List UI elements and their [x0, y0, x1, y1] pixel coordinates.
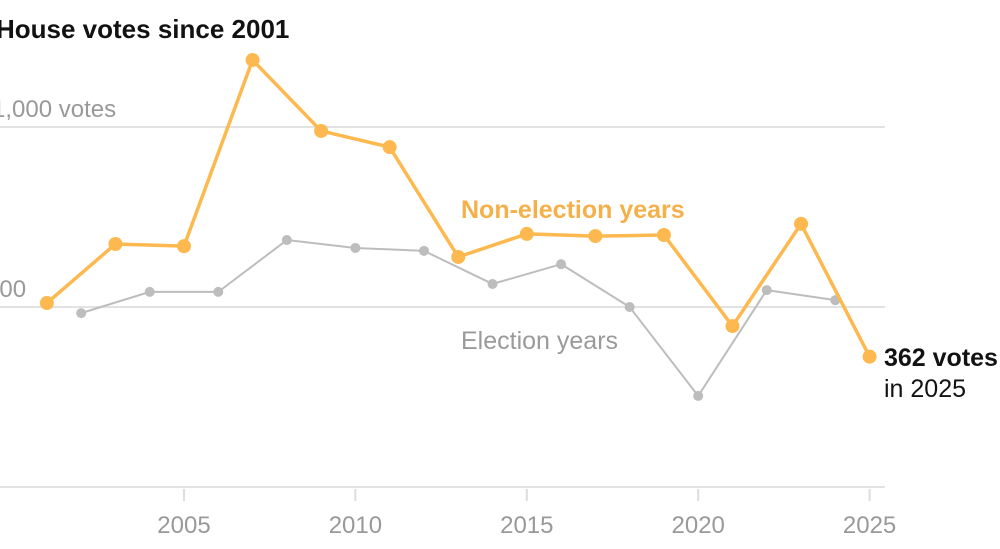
data-point	[761, 285, 772, 296]
x-tick-label: 2010	[329, 512, 382, 539]
data-point	[350, 242, 361, 253]
data-point	[519, 226, 534, 241]
data-point	[862, 349, 877, 364]
data-point	[144, 286, 155, 297]
data-point	[418, 245, 429, 256]
annotation-value: 362 votes	[884, 344, 998, 372]
annotation-year: in 2025	[884, 375, 966, 403]
x-tick-label: 2005	[157, 512, 210, 539]
series-line-election	[80, 239, 836, 397]
x-tick-label: 2025	[843, 512, 896, 539]
chart-title: House votes since 2001	[0, 14, 290, 44]
x-tick-label: 2020	[672, 512, 725, 539]
data-point	[177, 239, 191, 254]
data-point	[108, 237, 123, 251]
data-point	[693, 390, 704, 401]
data-point	[314, 123, 329, 138]
series-line-non-election	[45, 58, 872, 358]
y-tick-label: 1,000 votes	[0, 96, 116, 123]
series-label-non-election: Non-election years	[461, 196, 685, 224]
data-point	[794, 216, 809, 231]
data-point	[213, 286, 224, 297]
data-point	[39, 296, 54, 311]
data-point	[588, 229, 603, 244]
data-point	[487, 278, 498, 289]
data-point	[725, 319, 740, 334]
y-tick-label: 500	[0, 276, 26, 303]
data-point	[76, 308, 87, 319]
data-point	[281, 235, 292, 246]
data-point	[624, 302, 635, 312]
x-tick-label: 2015	[500, 512, 553, 539]
series-label-election: Election years	[461, 327, 618, 355]
data-point	[556, 259, 567, 270]
data-point	[656, 228, 671, 242]
data-point	[451, 249, 466, 264]
data-point	[382, 140, 397, 155]
data-point	[245, 53, 260, 68]
